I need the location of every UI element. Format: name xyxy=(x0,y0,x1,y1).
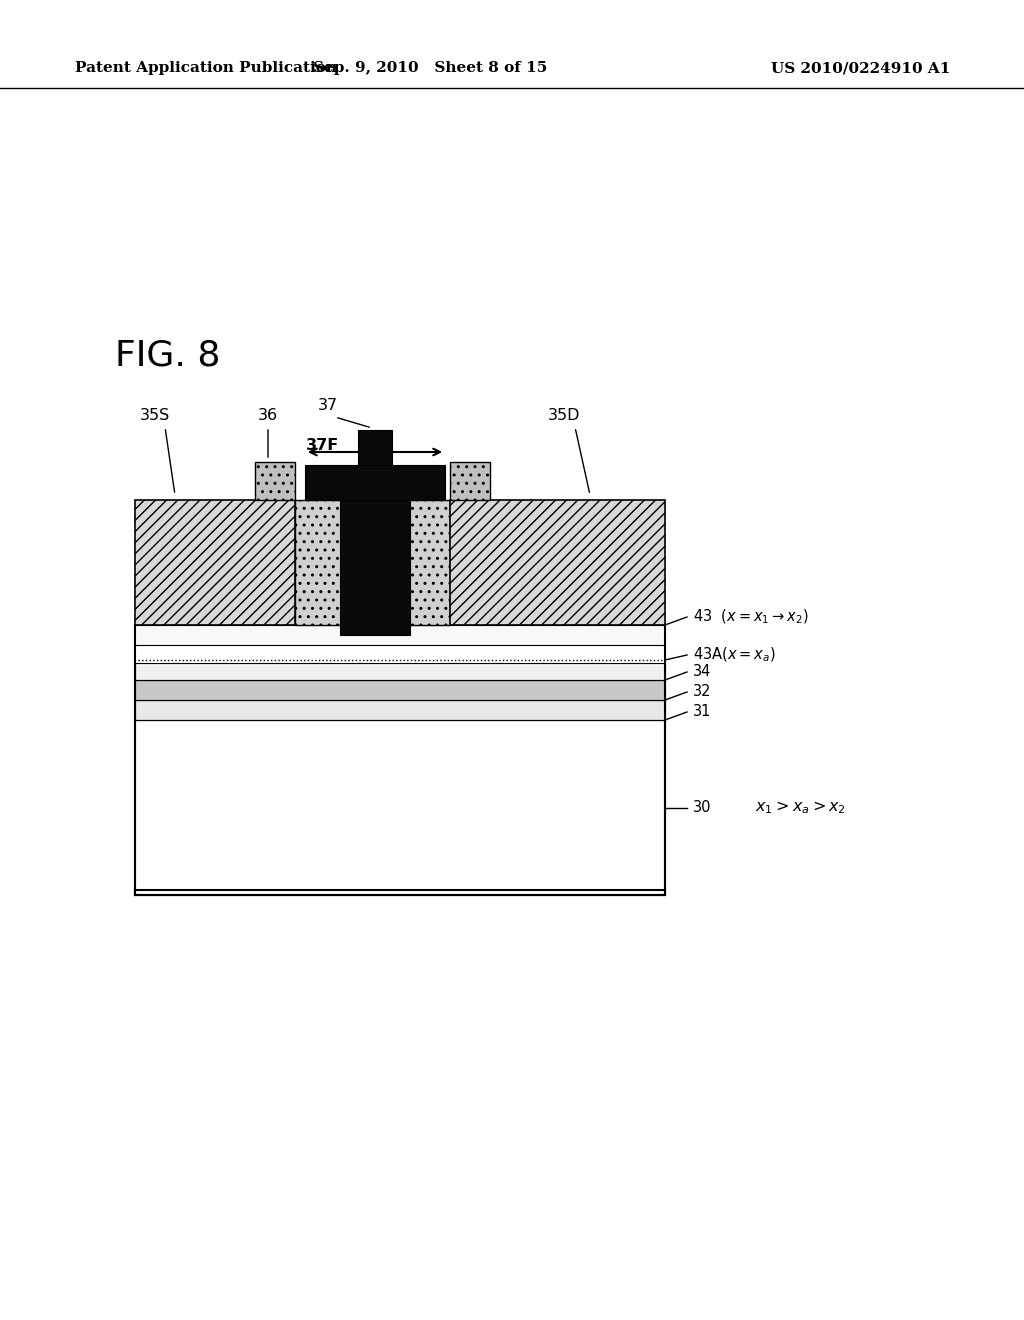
Bar xyxy=(295,500,450,624)
Bar xyxy=(135,624,665,645)
Bar xyxy=(135,500,295,624)
Bar xyxy=(305,465,445,500)
Bar xyxy=(255,462,295,500)
Bar xyxy=(340,500,410,635)
Text: 43A($x=x_a$): 43A($x=x_a$) xyxy=(693,645,776,664)
Text: 30: 30 xyxy=(693,800,712,814)
Text: 31: 31 xyxy=(693,705,712,719)
Bar xyxy=(135,719,665,895)
Text: Sep. 9, 2010   Sheet 8 of 15: Sep. 9, 2010 Sheet 8 of 15 xyxy=(313,61,547,75)
Text: 37: 37 xyxy=(318,397,338,412)
Bar xyxy=(135,663,665,680)
Text: 35S: 35S xyxy=(140,408,170,422)
Text: 32: 32 xyxy=(693,685,712,700)
Bar xyxy=(450,462,490,500)
Text: 34: 34 xyxy=(693,664,712,680)
Bar xyxy=(135,680,665,700)
Bar xyxy=(450,500,665,624)
Text: FIG. 8: FIG. 8 xyxy=(115,338,220,372)
Bar xyxy=(135,890,665,895)
Text: Patent Application Publication: Patent Application Publication xyxy=(75,61,337,75)
Text: US 2010/0224910 A1: US 2010/0224910 A1 xyxy=(771,61,950,75)
Text: 35D: 35D xyxy=(548,408,581,422)
Bar xyxy=(358,430,392,465)
Text: 37F: 37F xyxy=(306,438,339,454)
Text: 36: 36 xyxy=(258,408,279,422)
Text: 43  ($x=x_1 \rightarrow x_2$): 43 ($x=x_1 \rightarrow x_2$) xyxy=(693,607,809,626)
Text: $x_1 > x_a > x_2$: $x_1 > x_a > x_2$ xyxy=(755,799,846,816)
Bar xyxy=(135,700,665,719)
